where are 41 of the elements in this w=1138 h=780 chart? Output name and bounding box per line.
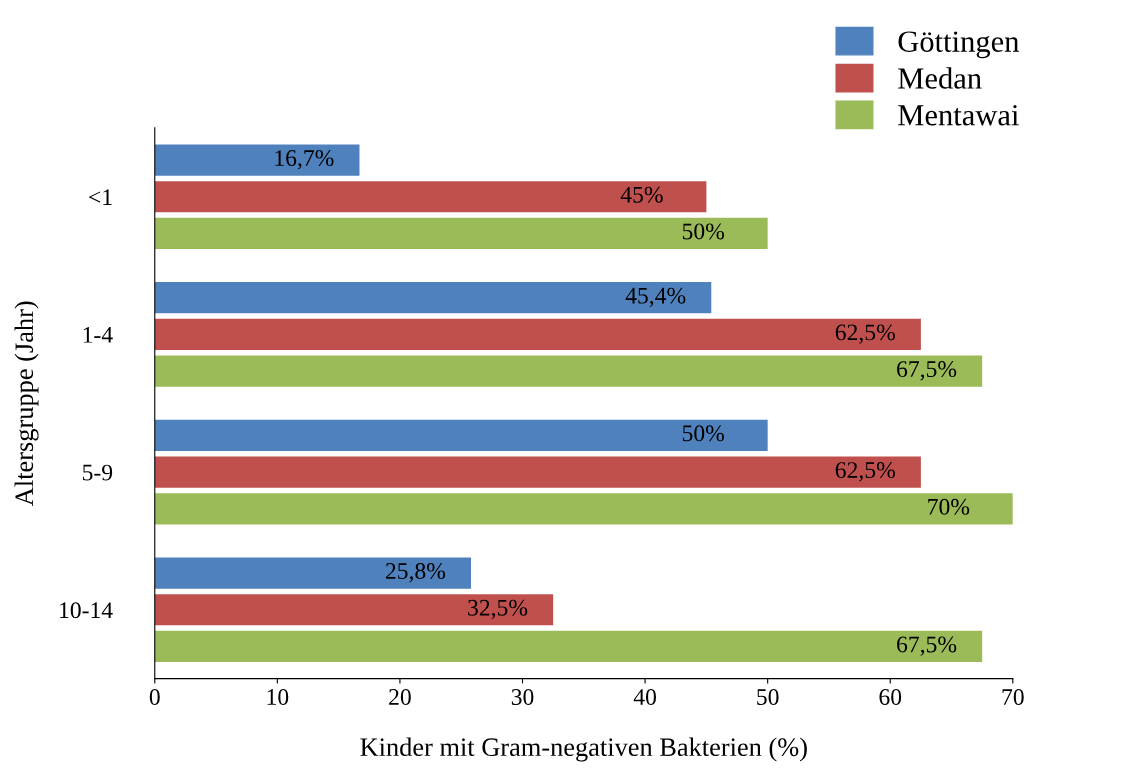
x-tick-label: 40 [633, 689, 656, 705]
x-tick-label: 30 [511, 689, 534, 705]
bar [154, 217, 768, 250]
x-tick-label: 0 [149, 689, 160, 705]
bar [154, 630, 983, 663]
data-label: 67,5% [897, 636, 957, 656]
bar [154, 557, 472, 589]
data-label: 45% [620, 186, 663, 203]
bar [154, 282, 712, 314]
y-tick-label: 10-14 [60, 602, 113, 619]
bar [154, 419, 768, 451]
x-tick-label: 20 [389, 689, 411, 705]
x-axis-title: Kinder mit Gram-negativen Bakterien (%) [360, 737, 807, 762]
data-label: 16,7% [275, 150, 334, 170]
bar [154, 493, 1013, 525]
data-label: 62,5% [835, 324, 895, 344]
legend-label: Medan [898, 67, 982, 89]
data-label: 62,5% [835, 462, 895, 482]
bar [154, 355, 983, 387]
bar [154, 318, 921, 351]
data-label: 32,5% [468, 599, 528, 620]
x-tick-label: 10 [267, 689, 289, 705]
x-tick-label: 70 [1002, 689, 1024, 705]
data-label: 50% [682, 223, 725, 240]
data-label: 70% [928, 498, 970, 515]
y-tick-label: 1-4 [83, 327, 113, 343]
bar [154, 181, 707, 213]
y-axis-title: Altersgruppe (Jahr) [14, 301, 39, 506]
x-tick-label: 60 [879, 689, 902, 705]
y-tick-label: 5-9 [83, 464, 113, 481]
legend-label: Göttingen [898, 31, 1019, 59]
data-label: 25,8% [385, 563, 446, 583]
bar [154, 144, 360, 176]
bar [154, 594, 554, 626]
y-tick-label: <1 [89, 189, 112, 205]
data-label: 45,4% [625, 287, 686, 308]
data-label: 67,5% [897, 361, 957, 381]
data-label: 50% [682, 425, 725, 442]
x-tick-label: 50 [757, 689, 779, 705]
legend-label: Mentawai [898, 105, 1019, 126]
bar [154, 456, 921, 488]
